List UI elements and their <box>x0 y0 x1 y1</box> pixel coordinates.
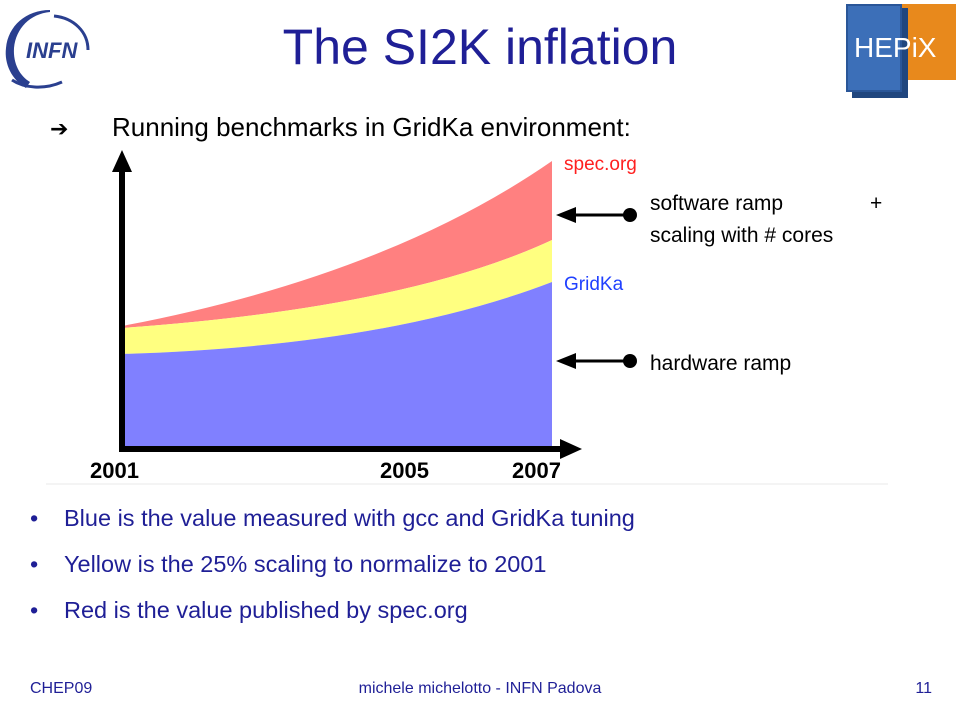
bullet-list: • Blue is the value measured with gcc and… <box>28 504 928 642</box>
x-tick-label: 2007 <box>512 458 561 483</box>
bullet-text: Yellow is the 25% scaling to normalize t… <box>64 551 547 577</box>
annotation-arrow-hardware <box>556 353 637 369</box>
series-label-gridka: GridKa <box>564 274 624 295</box>
annotation-plus-sign: + <box>870 192 882 215</box>
area-normalization-scaling <box>122 240 552 354</box>
infn-logo-text: INFN <box>26 38 78 63</box>
area-spec-org <box>122 161 552 328</box>
annotation-scaling-cores: scaling with # cores <box>650 224 833 247</box>
si2k-chart: ➔ Running benchmarks in GridKa environme… <box>46 106 888 486</box>
bullet-text: Blue is the value measured with gcc and … <box>64 505 635 531</box>
chart-heading: Running benchmarks in GridKa environment… <box>112 112 631 142</box>
annotation-hardware-ramp: hardware ramp <box>650 352 791 375</box>
bullet-dot-icon: • <box>30 505 39 531</box>
footer-author: michele michelotto - INFN Padova <box>358 680 602 697</box>
footer-conference: CHEP09 <box>30 680 93 697</box>
bullet-item: • Yellow is the 25% scaling to normalize … <box>28 550 928 579</box>
x-tick-label: 2001 <box>90 458 139 483</box>
bullet-dot-icon: • <box>30 551 39 577</box>
series-label-spec-org: spec.org <box>564 154 637 175</box>
footer-slide-number: 11 <box>915 680 932 697</box>
x-axis-arrowhead <box>560 439 582 459</box>
bullet-item: • Blue is the value measured with gcc and… <box>28 504 928 533</box>
chart-heading-arrow-icon: ➔ <box>50 116 68 141</box>
bullet-text: Red is the value published by spec.org <box>64 597 468 623</box>
annotation-arrow-software <box>556 207 637 223</box>
bullet-dot-icon: • <box>30 597 39 623</box>
annotation-software-ramp: software ramp <box>650 192 783 215</box>
area-gridka <box>122 282 552 448</box>
x-tick-label: 2005 <box>380 458 429 483</box>
bullet-item: • Red is the value published by spec.org <box>28 596 928 625</box>
infn-logo: INFN <box>4 8 96 90</box>
hepix-logo: HEPiX <box>846 4 956 98</box>
slide-title: The SI2K inflation <box>282 19 678 75</box>
y-axis-arrowhead <box>112 150 132 172</box>
hepix-logo-text: HEPiX <box>854 32 937 63</box>
